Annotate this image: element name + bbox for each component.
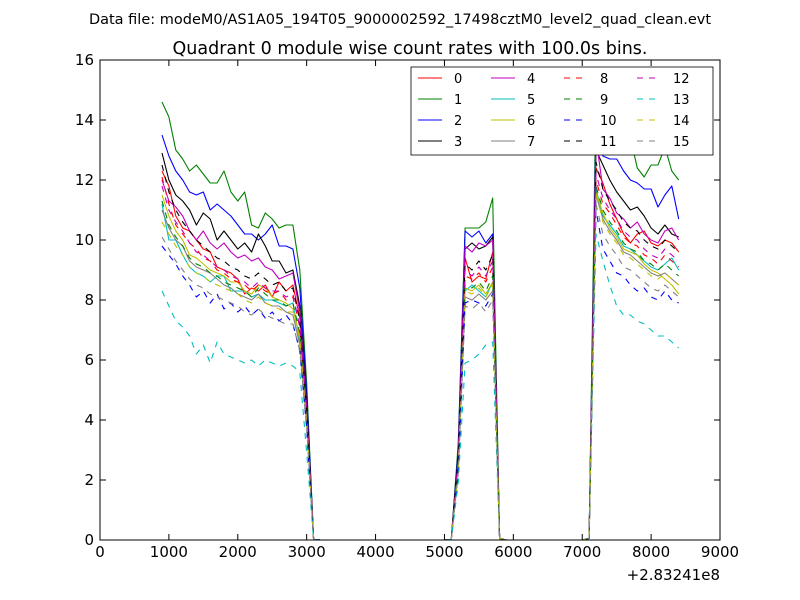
x-tick-label: 3000 (288, 543, 326, 561)
series-line-8 (161, 176, 680, 540)
series-line-15 (161, 203, 680, 540)
series-layer (161, 89, 680, 540)
y-tick-label: 16 (75, 51, 94, 69)
y-tick-label: 6 (84, 351, 94, 369)
legend-frame (410, 66, 714, 156)
series-line-13 (161, 233, 680, 540)
x-tick-label: 1000 (150, 543, 188, 561)
x-tick-label: 5000 (425, 543, 463, 561)
legend-label-8: 8 (600, 72, 608, 87)
chart-title: Quadrant 0 module wise count rates with … (173, 39, 648, 59)
legend-label-9: 9 (600, 93, 608, 108)
series-line-9 (161, 185, 680, 540)
x-tick-label: 0 (95, 543, 105, 561)
y-tick-label: 8 (84, 291, 94, 309)
legend-label-11: 11 (600, 135, 617, 150)
x-tick-label: 4000 (356, 543, 394, 561)
legend-label-2: 2 (454, 114, 462, 129)
x-tick-label: 9000 (701, 543, 739, 561)
legend-label-6: 6 (527, 114, 535, 129)
x-tick-label: 7000 (563, 543, 601, 561)
legend-label-5: 5 (527, 93, 535, 108)
series-line-10 (161, 209, 679, 540)
legend-label-15: 15 (673, 135, 690, 150)
y-tick-label: 14 (75, 111, 94, 129)
series-line-1 (161, 89, 680, 540)
series-line-11 (161, 161, 680, 540)
legend-label-7: 7 (527, 135, 535, 150)
series-line-6 (161, 191, 680, 540)
figure-suptitle: Data file: modeM0/AS1A05_194T05_90000025… (89, 12, 711, 28)
series-line-2 (161, 125, 680, 540)
series-line-0 (161, 167, 680, 540)
legend-label-10: 10 (600, 114, 617, 129)
axis-ticks: 0 1000 2000 3000 4000 5000 6000 7000 8000 9000 0 2 4… (75, 51, 739, 561)
x-tick-label: 2000 (219, 543, 257, 561)
legend-label-0: 0 (454, 72, 462, 87)
legend-label-14: 14 (673, 114, 690, 129)
series-line-7 (161, 194, 680, 540)
legend-label-3: 3 (454, 135, 462, 150)
y-tick-label: 12 (75, 171, 94, 189)
legend-label-13: 13 (673, 93, 690, 108)
legend-label-4: 4 (527, 72, 535, 87)
y-tick-label: 0 (84, 531, 94, 549)
legend-label-1: 1 (454, 93, 462, 108)
y-tick-label: 2 (84, 471, 94, 489)
x-tick-label: 6000 (494, 543, 532, 561)
legend-label-12: 12 (673, 72, 690, 87)
x-tick-label: 8000 (632, 543, 670, 561)
x-offset-label: +2.83241e8 (627, 566, 720, 584)
series-line-14 (161, 191, 680, 540)
y-tick-label: 10 (75, 231, 94, 249)
y-tick-label: 4 (84, 411, 94, 429)
